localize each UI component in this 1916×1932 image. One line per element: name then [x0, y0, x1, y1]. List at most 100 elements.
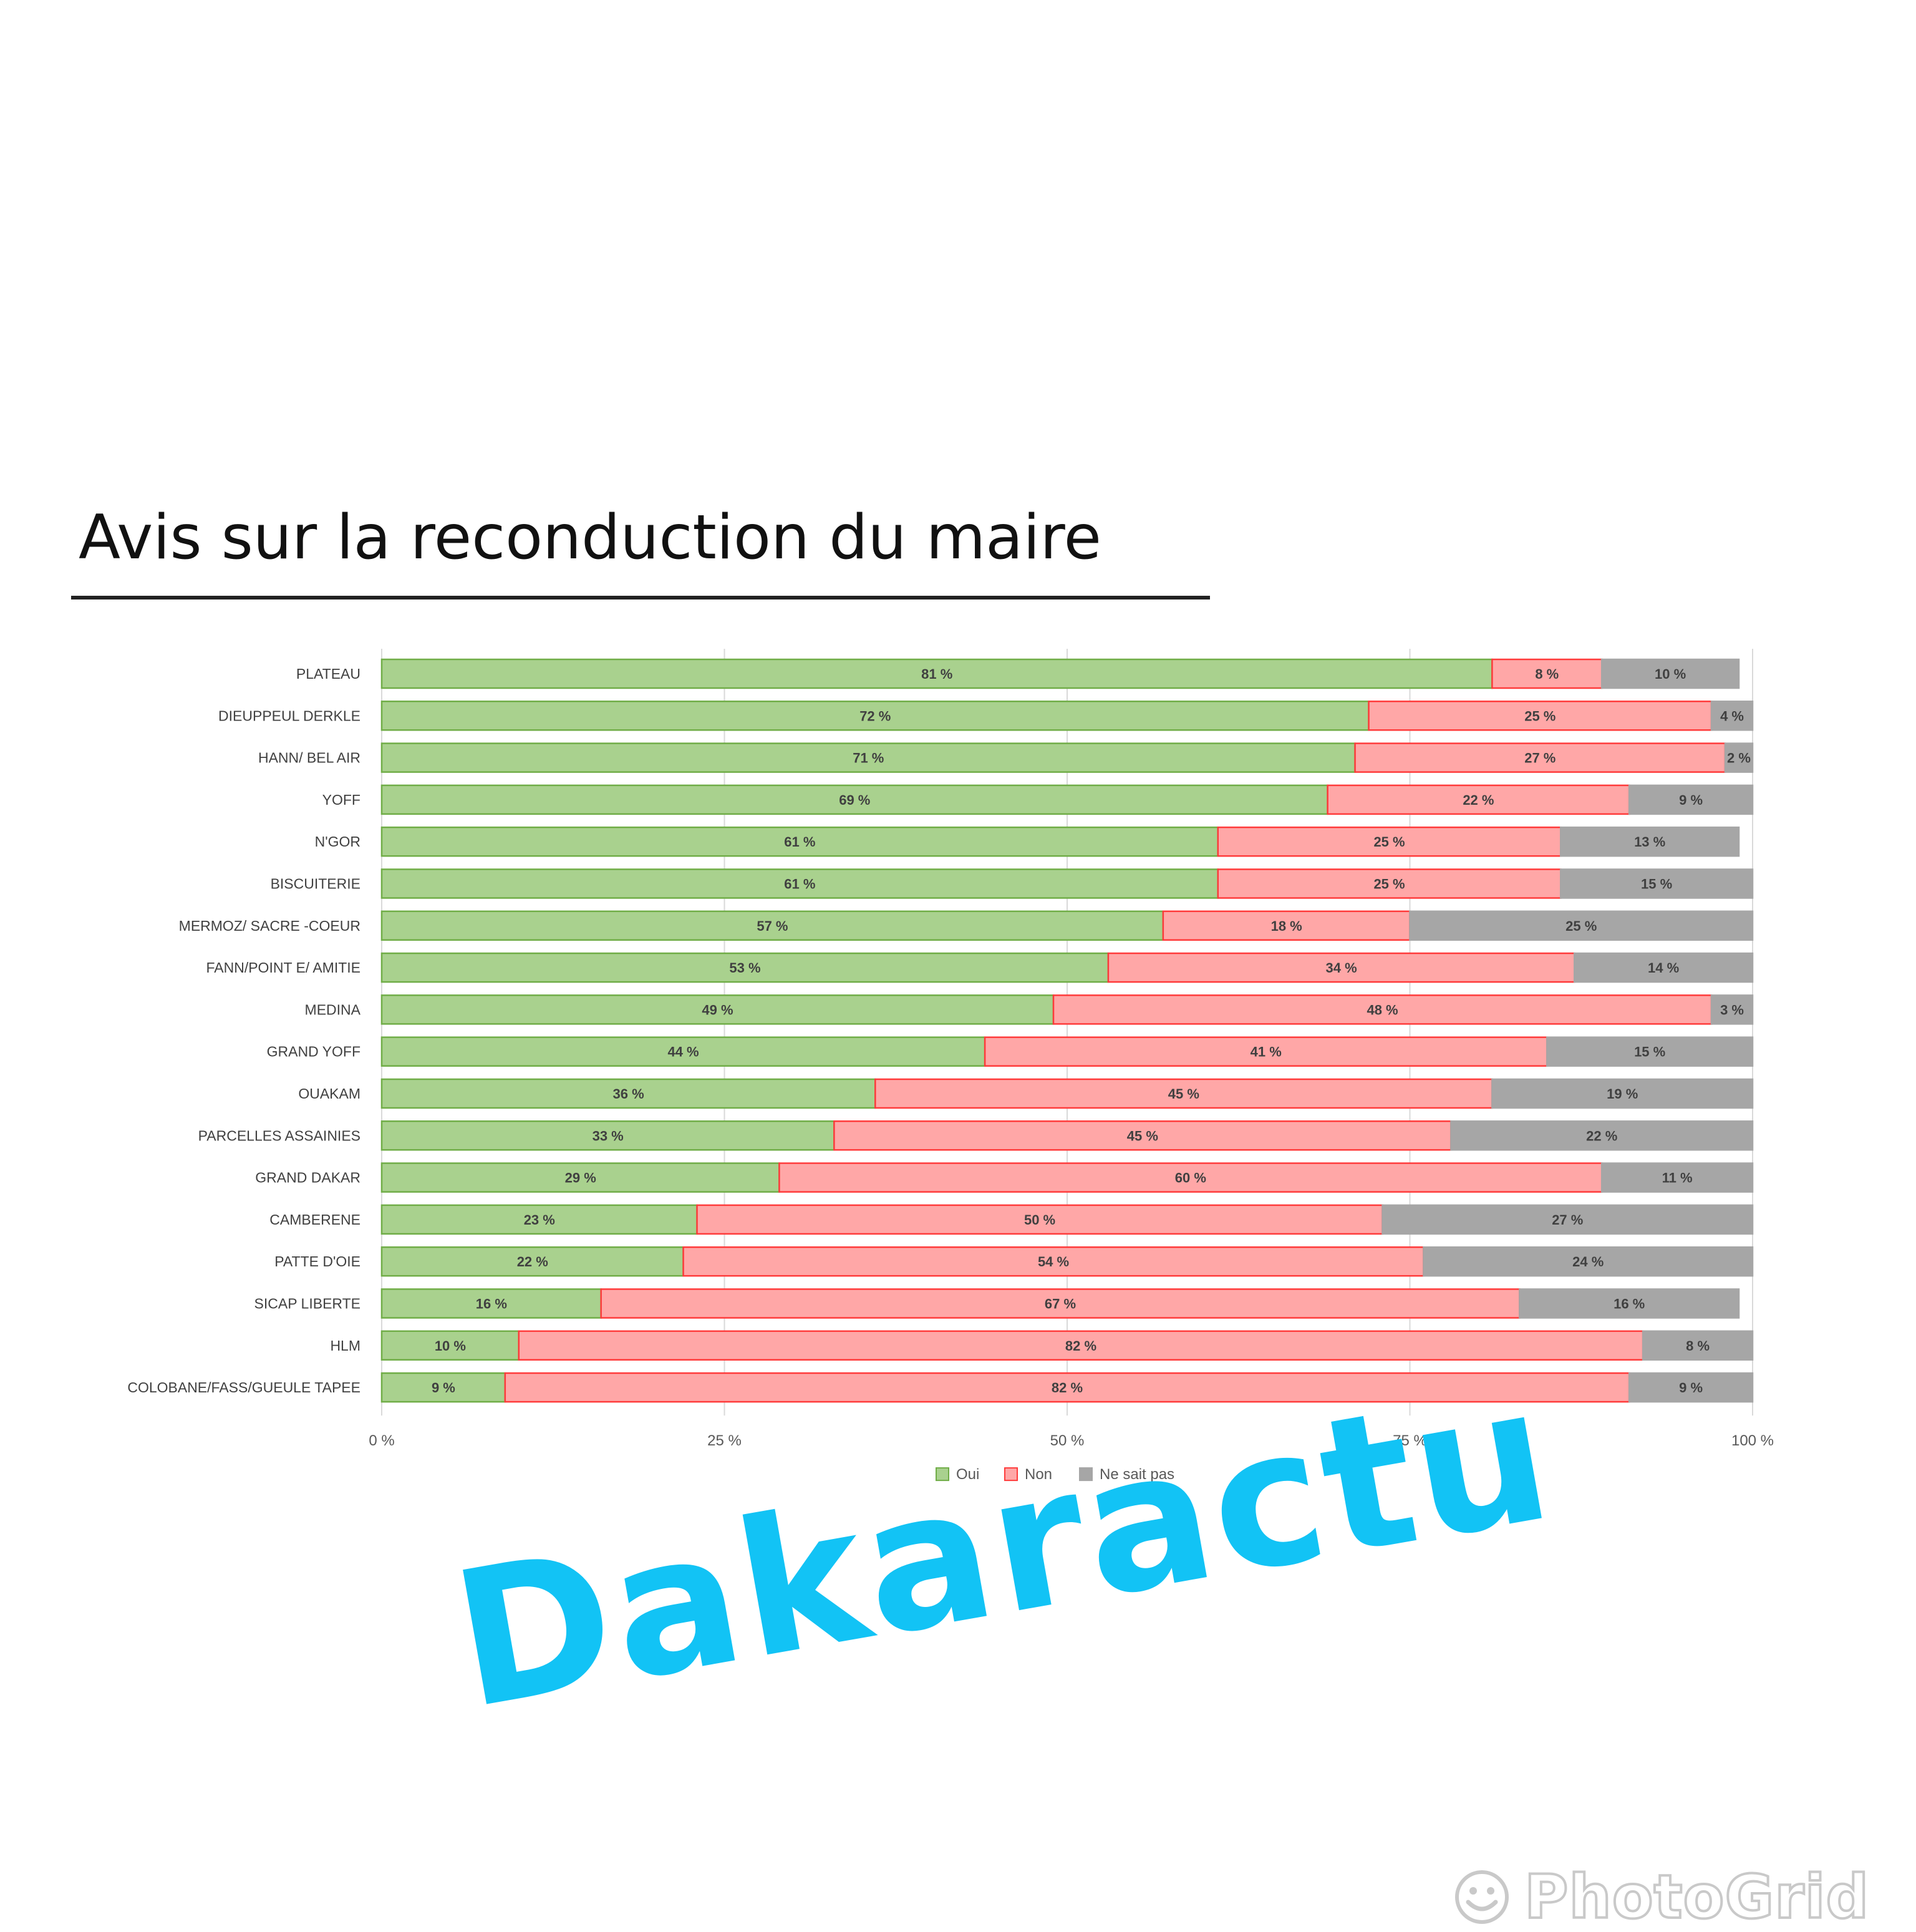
data-label: 45 %	[1168, 1086, 1199, 1102]
legend-swatch	[936, 1467, 949, 1482]
data-label: 61 %	[784, 876, 815, 892]
category-label: GRAND DAKAR	[255, 1170, 360, 1186]
data-label: 25 %	[1373, 876, 1405, 892]
bar-segment-non	[984, 1036, 1548, 1067]
data-label: 72 %	[859, 708, 891, 724]
bar-segment-ne-sait-pas	[1642, 1330, 1754, 1361]
data-label: 67 %	[1045, 1296, 1076, 1312]
bar-segment-non	[833, 1120, 1452, 1151]
legend-label: Ne sait pas	[1100, 1466, 1174, 1483]
bar-segment-ne-sait-pas	[1724, 742, 1754, 773]
bar-segment-oui	[380, 1288, 602, 1319]
category-label: DIEUPPEUL DERKLE	[218, 707, 360, 724]
bar-segment-oui	[380, 1372, 506, 1403]
bar-segment-ne-sait-pas	[1409, 910, 1754, 941]
bar-segment-ne-sait-pas	[1628, 1372, 1754, 1403]
bar-segment-non	[1491, 658, 1603, 689]
data-label: 8 %	[1535, 666, 1559, 682]
data-label: 27 %	[1552, 1212, 1583, 1228]
bar-segment-oui	[380, 1162, 780, 1193]
data-label: 81 %	[921, 666, 952, 682]
category-label: PLATEAU	[296, 666, 360, 682]
chart-title: Avis sur la reconduction du maire	[79, 502, 1101, 573]
data-label: 25 %	[1565, 918, 1597, 934]
bar-segment-oui	[380, 784, 1328, 815]
data-label: 9 %	[1679, 1380, 1703, 1396]
data-label: 34 %	[1326, 960, 1357, 976]
data-label: 25 %	[1373, 834, 1405, 850]
data-label: 50 %	[1024, 1212, 1055, 1228]
data-label: 48 %	[1367, 1002, 1398, 1017]
data-label: 13 %	[1634, 834, 1665, 850]
photogrid-logo-text: PhotoGrid	[1523, 1861, 1870, 1932]
legend-label: Oui	[956, 1466, 979, 1483]
category-label: PARCELLES ASSAINIES	[198, 1127, 360, 1143]
bar-segment-oui	[380, 826, 1219, 857]
category-label: PATTE D'OIE	[274, 1253, 360, 1269]
data-label: 15 %	[1641, 876, 1672, 892]
category-label: COLOBANE/FASS/GUEULE TAPEE	[127, 1379, 360, 1396]
x-tick-label: 75 %	[1393, 1432, 1427, 1449]
bar-segment-ne-sait-pas	[1491, 1078, 1754, 1109]
bar-segment-non	[1368, 701, 1713, 731]
bar-segment-non	[778, 1162, 1603, 1193]
data-label: 19 %	[1607, 1086, 1638, 1102]
data-label: 8 %	[1686, 1338, 1710, 1354]
bar-segment-ne-sait-pas	[1560, 868, 1754, 899]
data-label: 45 %	[1127, 1128, 1158, 1143]
data-label: 22 %	[1463, 792, 1494, 808]
data-label: 4 %	[1720, 708, 1744, 724]
bar-segment-ne-sait-pas	[1546, 1036, 1754, 1067]
data-label: 3 %	[1720, 1002, 1744, 1017]
data-label: 61 %	[784, 834, 815, 850]
bar-segment-ne-sait-pas	[1450, 1120, 1754, 1151]
data-label: 18 %	[1271, 918, 1302, 934]
bar-segment-ne-sait-pas	[1710, 701, 1754, 731]
bar-segment-oui	[380, 1120, 835, 1151]
photogrid-logo: PhotoGrid	[1453, 1861, 1870, 1932]
data-label: 24 %	[1572, 1254, 1604, 1269]
category-label: N'GOR	[315, 833, 360, 850]
bar-segment-non	[1217, 868, 1562, 899]
bar-segment-non	[1107, 952, 1575, 983]
title-underline	[71, 596, 1210, 600]
category-label: CAMBERENE	[269, 1211, 360, 1228]
bar-segment-non	[600, 1288, 1521, 1319]
data-label: 44 %	[667, 1044, 699, 1060]
bar-segment-ne-sait-pas	[1574, 952, 1754, 983]
gridlines	[381, 649, 1753, 1416]
x-tick-label: 50 %	[1050, 1432, 1085, 1449]
legend-swatch	[1004, 1467, 1018, 1482]
data-label: 9 %	[432, 1380, 455, 1396]
category-labels: PLATEAU DIEUPPEUL DERKLE HANN/ BEL AIR YOFF…	[127, 666, 360, 1396]
bar-segment-ne-sait-pas	[1600, 1162, 1754, 1193]
data-label: 10 %	[1655, 666, 1686, 682]
data-label: 11 %	[1662, 1170, 1693, 1186]
bar-segment-non	[1327, 784, 1630, 815]
category-label: SICAP LIBERTE	[254, 1296, 360, 1312]
legend-swatch	[1079, 1467, 1093, 1482]
data-label: 49 %	[702, 1002, 733, 1017]
bar-segment-non	[1162, 910, 1411, 941]
bar-segment-ne-sait-pas	[1628, 784, 1754, 815]
data-label: 15 %	[1634, 1044, 1665, 1060]
data-label: 25 %	[1524, 708, 1556, 724]
data-label: 9 %	[1679, 792, 1703, 808]
category-label: MEDINA	[305, 1001, 361, 1017]
bar-segment-ne-sait-pas	[1600, 658, 1740, 689]
bar-segment-oui	[380, 994, 1055, 1025]
data-label: 22 %	[517, 1254, 548, 1269]
category-label: YOFF	[322, 792, 360, 808]
bar-segment-non	[682, 1246, 1425, 1277]
data-label: 10 %	[435, 1338, 466, 1354]
bars	[380, 658, 1754, 1403]
data-label: 23 %	[524, 1212, 555, 1228]
data-label: 16 %	[1614, 1296, 1645, 1312]
smiley-icon	[1455, 1870, 1509, 1924]
category-label: BISCUITERIE	[271, 876, 360, 892]
bar-segment-oui	[380, 658, 1493, 689]
x-tick-label: 0 %	[369, 1432, 394, 1449]
data-label: 53 %	[729, 960, 760, 976]
bar-segment-oui	[380, 1036, 986, 1067]
